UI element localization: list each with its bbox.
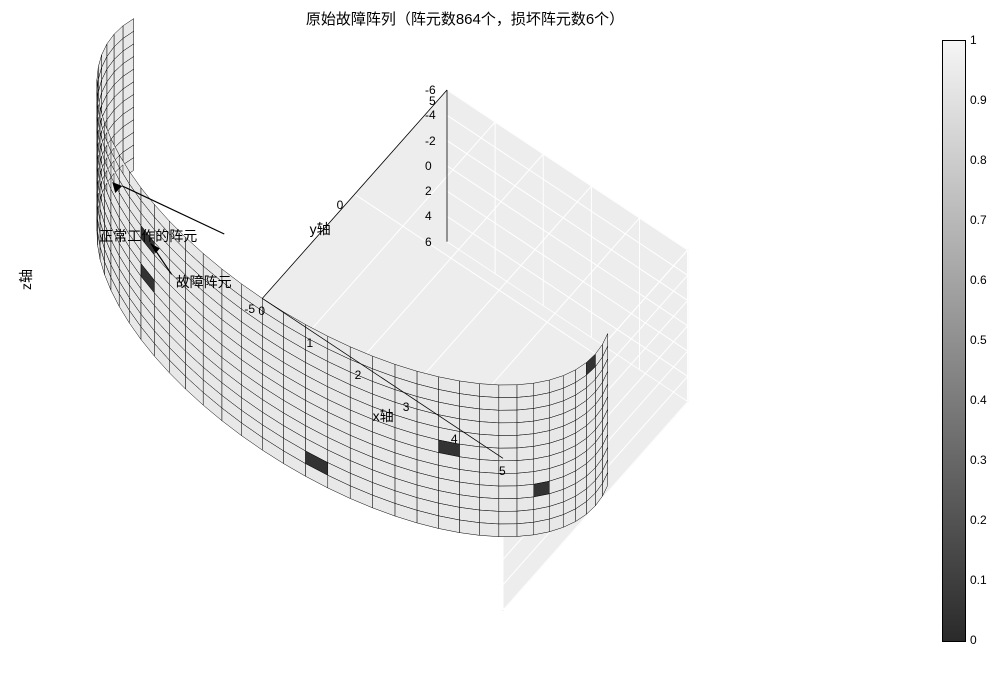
axis-tick: 4 — [451, 432, 458, 446]
axis-tick: 5 — [499, 464, 506, 478]
array-cell — [480, 510, 499, 524]
colorbar-tick: 0.9 — [970, 93, 996, 107]
array-cell — [517, 396, 534, 410]
array-cell — [460, 520, 480, 535]
array-cell — [499, 486, 517, 499]
array-cell — [534, 519, 549, 535]
array-cell — [517, 484, 534, 498]
array-cell — [499, 448, 517, 461]
axis-tick: 1 — [306, 336, 313, 350]
array-cell — [480, 409, 499, 423]
array-cell — [499, 524, 517, 537]
colorbar-tick: 0 — [970, 633, 996, 647]
array-cell — [517, 459, 534, 473]
array-cell — [499, 385, 517, 398]
colorbar-tick: 0.2 — [970, 513, 996, 527]
axis-tick: -5 — [244, 302, 255, 316]
axis-tick: 3 — [403, 400, 410, 414]
axis-tick: 5 — [429, 94, 436, 108]
axis-tick: -4 — [425, 108, 436, 122]
array-cell — [499, 499, 517, 512]
array-cell — [517, 446, 534, 460]
axis-tick: 4 — [425, 209, 432, 223]
x-axis-label: x轴 — [373, 406, 394, 426]
colorbar-tick: 0.3 — [970, 453, 996, 467]
colorbar-tick: 0.7 — [970, 213, 996, 227]
array-cell — [480, 396, 499, 410]
array-cell — [480, 485, 499, 499]
colorbar-tick: 1 — [970, 33, 996, 47]
z-axis-label: z轴 — [16, 269, 36, 290]
array-cell — [517, 510, 534, 524]
array-cell — [517, 383, 534, 397]
colorbar-tick: 0.1 — [970, 573, 996, 587]
array-cell — [517, 497, 534, 511]
colorbar-tick: 0.8 — [970, 153, 996, 167]
axis-tick: -2 — [425, 134, 436, 148]
array-cell — [480, 460, 499, 474]
array-cell — [480, 472, 499, 486]
array-cell — [480, 497, 499, 511]
colorbar-tick: 0.5 — [970, 333, 996, 347]
array-cell — [499, 397, 517, 410]
array-cell — [517, 408, 534, 422]
array-cell — [517, 472, 534, 486]
axis-tick: 2 — [355, 368, 362, 382]
array-cell — [517, 522, 534, 536]
colorbar-tick: 0.6 — [970, 273, 996, 287]
array-cell — [499, 435, 517, 448]
axis-tick: 2 — [425, 184, 432, 198]
array-cell — [499, 511, 517, 524]
array-cell — [499, 423, 517, 436]
array-cell — [480, 434, 499, 448]
axis-tick: 0 — [337, 198, 344, 212]
array-cell — [480, 422, 499, 436]
annot-fault-label: 故障阵元 — [176, 272, 232, 292]
chart-title: 原始故障阵列（阵元数864个，损坏阵元数6个） — [0, 8, 930, 29]
array-cell — [480, 384, 499, 398]
axis-tick: 6 — [425, 235, 432, 249]
annot-normal-label: 正常工作的阵元 — [99, 226, 197, 246]
axis-tick: 0 — [258, 304, 265, 318]
array-cell — [499, 410, 517, 423]
array-cell — [517, 434, 534, 448]
axes-3d — [40, 40, 910, 660]
array-cell — [517, 421, 534, 435]
colorbar — [942, 40, 966, 642]
y-axis-label: y轴 — [310, 219, 331, 239]
axis-tick: 0 — [425, 159, 432, 173]
array-cell — [480, 523, 499, 537]
colorbar-tick: 0.4 — [970, 393, 996, 407]
